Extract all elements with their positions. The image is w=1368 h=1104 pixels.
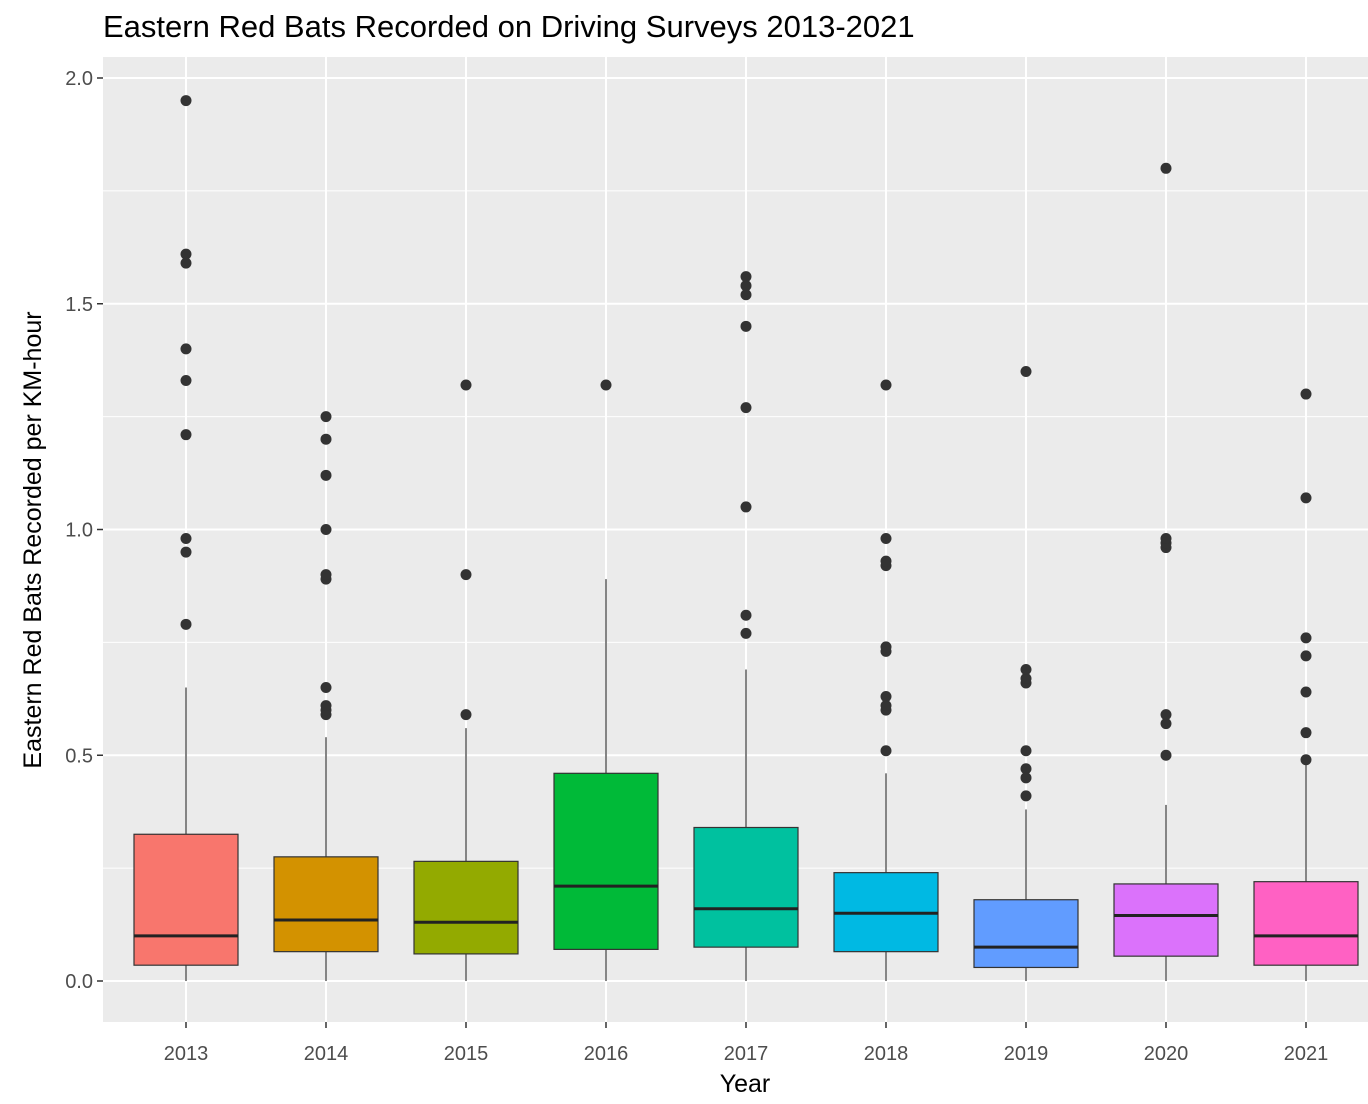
outlier-point <box>180 533 192 545</box>
box-iqr <box>693 826 799 948</box>
outlier-point <box>180 429 192 441</box>
outlier-point <box>1160 718 1172 730</box>
outlier-point <box>880 691 892 703</box>
x-tick-label: 2019 <box>1004 1043 1049 1065</box>
outlier-point <box>1160 533 1172 545</box>
outlier-point <box>1300 727 1312 739</box>
outlier-point <box>180 248 192 260</box>
outlier-point <box>740 501 752 513</box>
y-tick-label: 0.0 <box>65 971 93 993</box>
box-iqr <box>273 856 379 953</box>
outlier-point <box>1020 745 1032 757</box>
outlier-point <box>180 343 192 355</box>
box-2018 <box>833 379 939 981</box>
outlier-point <box>880 700 892 712</box>
box-iqr <box>973 899 1079 969</box>
outlier-point <box>180 257 192 269</box>
outlier-point <box>880 533 892 545</box>
outlier-point <box>320 682 332 694</box>
outlier-point <box>740 609 752 621</box>
box-2019 <box>973 365 1079 981</box>
outlier-point <box>320 700 332 712</box>
box-iqr <box>413 860 519 955</box>
outlier-point <box>740 320 752 332</box>
box-iqr <box>133 833 239 966</box>
outlier-point <box>1160 709 1172 721</box>
outlier-point <box>740 402 752 414</box>
outlier-point <box>1020 672 1032 684</box>
outlier-point <box>1020 763 1032 775</box>
box-2015 <box>413 379 519 981</box>
outlier-point <box>740 271 752 283</box>
x-tick-label: 2014 <box>304 1043 349 1065</box>
outlier-point <box>1300 754 1312 766</box>
x-axis-title: Year <box>720 1070 771 1098</box>
y-axis: 0.0 0.5 1.0 1.5 2.0 <box>65 68 103 993</box>
outlier-point <box>320 524 332 535</box>
outlier-point <box>740 280 752 292</box>
y-tick-label: 1.5 <box>65 294 93 316</box>
outlier-point <box>1160 162 1172 174</box>
outlier-point <box>1300 650 1312 662</box>
outlier-point <box>460 569 472 581</box>
box-2016 <box>553 379 659 981</box>
box-iqr <box>553 772 659 950</box>
outlier-point <box>460 379 472 391</box>
outlier-point <box>1020 663 1032 675</box>
outlier-point <box>180 375 192 387</box>
outlier-point <box>180 546 192 558</box>
outlier-point <box>740 627 752 639</box>
outlier-point <box>1300 632 1312 644</box>
outlier-point <box>880 379 892 391</box>
outlier-point <box>180 95 192 107</box>
outlier-point <box>740 289 752 301</box>
x-tick-label: 2018 <box>864 1043 909 1065</box>
outlier-point <box>1020 790 1032 802</box>
box-2021 <box>1253 388 1359 981</box>
outlier-point <box>180 618 192 630</box>
box-series <box>133 95 1359 981</box>
box-iqr <box>1113 883 1219 957</box>
outlier-point <box>1160 749 1172 761</box>
outlier-point <box>320 469 332 481</box>
x-tick-label: 2021 <box>1284 1043 1329 1065</box>
box-2020 <box>1113 162 1219 981</box>
outlier-point <box>1300 492 1312 504</box>
outlier-point <box>320 433 332 445</box>
box-2014 <box>273 411 379 981</box>
outlier-point <box>1300 686 1312 698</box>
box-iqr <box>1253 881 1359 966</box>
y-axis-title: Eastern Red Bats Recorded per KM-hour <box>19 311 47 768</box>
x-tick-label: 2016 <box>584 1043 629 1065</box>
x-axis: 2013 2014 2015 2016 2017 2018 2019 2020 2021 <box>164 1022 1329 1065</box>
outlier-point <box>1020 772 1032 784</box>
outlier-point <box>320 569 332 581</box>
x-tick-label: 2015 <box>444 1043 489 1065</box>
x-tick-label: 2013 <box>164 1043 209 1065</box>
chart-title: Eastern Red Bats Recorded on Driving Sur… <box>103 9 915 44</box>
outlier-point <box>320 411 332 423</box>
outlier-point <box>880 555 892 567</box>
outlier-point <box>880 745 892 757</box>
outlier-point <box>1300 388 1312 400</box>
box-2013 <box>133 95 239 981</box>
outlier-point <box>600 379 612 391</box>
box-2017 <box>693 271 799 981</box>
x-tick-label: 2017 <box>724 1043 769 1065</box>
y-tick-label: 0.5 <box>65 745 93 767</box>
outlier-point <box>460 709 472 721</box>
y-tick-label: 2.0 <box>65 68 93 90</box>
y-tick-label: 1.0 <box>65 520 93 542</box>
outlier-point <box>1020 365 1032 377</box>
outlier-point <box>880 641 892 653</box>
x-tick-label: 2020 <box>1144 1043 1189 1065</box>
